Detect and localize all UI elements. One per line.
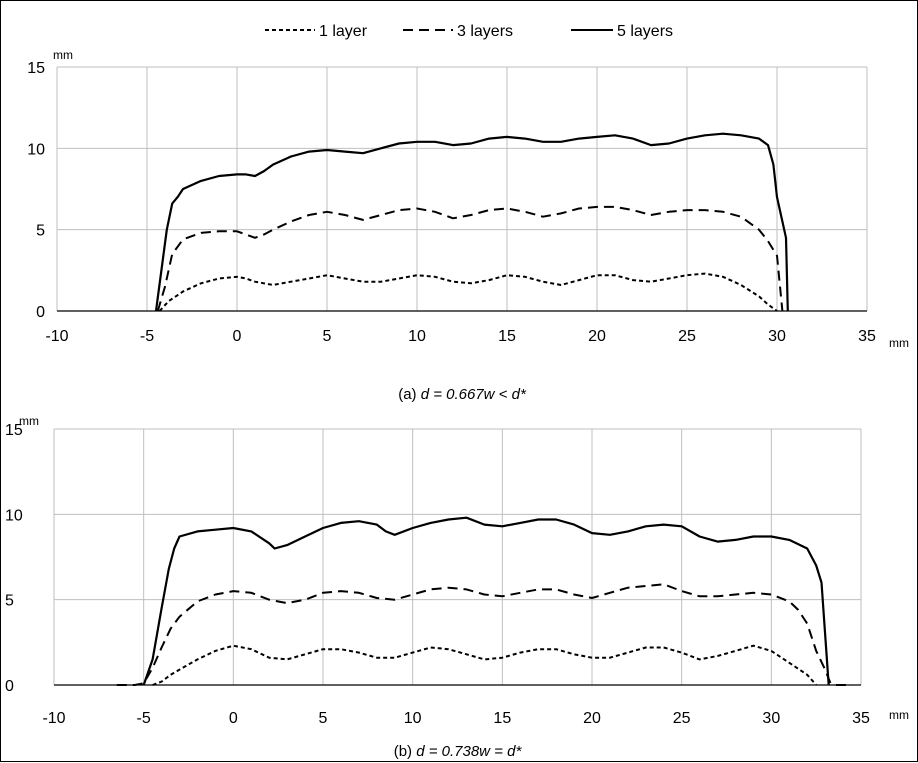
x-unit-label: mm xyxy=(889,708,909,722)
chart-caption: (a) d = 0.667w < d* xyxy=(398,386,527,403)
caption-prefix: (b) xyxy=(394,743,417,760)
y-tick-label: 10 xyxy=(5,507,23,524)
y-tick-label: 0 xyxy=(36,304,45,321)
legend-label: 5 layers xyxy=(617,23,673,40)
y-tick-label: 10 xyxy=(27,141,45,158)
y-tick-label: 5 xyxy=(5,593,14,610)
legend-item-2: 3 layers xyxy=(403,23,513,40)
y-tick-label: 15 xyxy=(5,422,23,439)
x-tick-label: 10 xyxy=(408,328,426,345)
x-tick-label: 30 xyxy=(762,710,780,727)
x-tick-label: -10 xyxy=(42,710,65,727)
x-tick-label: -10 xyxy=(45,328,68,345)
x-tick-label: 30 xyxy=(768,328,786,345)
y-tick-label: 15 xyxy=(27,60,45,77)
legend: 1 layer 3 layers 5 layers xyxy=(265,23,673,40)
caption-equation: d = 0.738w = d* xyxy=(416,743,522,760)
x-tick-label: 20 xyxy=(588,328,606,345)
x-unit-label: mm xyxy=(889,336,909,350)
x-tick-label: 5 xyxy=(319,710,328,727)
x-tick-label: 35 xyxy=(852,710,870,727)
x-tick-label: 5 xyxy=(323,328,332,345)
series-line-3-layers xyxy=(156,205,784,312)
x-tick-label: 10 xyxy=(404,710,422,727)
x-tick-label: 15 xyxy=(498,328,516,345)
x-tick-label: 0 xyxy=(233,328,242,345)
x-tick-label: 15 xyxy=(493,710,511,727)
series-line-1-layer xyxy=(152,644,817,686)
legend-item-3: 5 layers xyxy=(571,23,673,40)
y-tick-label: 5 xyxy=(36,223,45,240)
y-unit-label: mm xyxy=(19,414,39,428)
chart-caption: (b) d = 0.738w = d* xyxy=(394,743,523,760)
gridlines xyxy=(56,66,868,311)
series-line-1-layer xyxy=(158,272,778,312)
series-line-5-layers xyxy=(154,132,789,312)
y-tick-label: 0 xyxy=(5,678,14,695)
x-tick-label: 25 xyxy=(678,328,696,345)
series-line-5-layers xyxy=(142,516,830,686)
x-tick-label: 20 xyxy=(583,710,601,727)
chart-a: -10 -5 0 5 10 15 20 25 30 35 0 5 10 15 mm mm (a) d = 0.6… xyxy=(27,48,909,403)
caption-equation: d = 0.667w < d* xyxy=(421,386,527,403)
gridlines xyxy=(53,428,862,685)
x-tick-label: -5 xyxy=(140,328,154,345)
legend-item-1: 1 layer xyxy=(265,23,368,40)
legend-label: 3 layers xyxy=(457,23,513,40)
y-unit-label: mm xyxy=(53,48,73,62)
x-tick-label: 35 xyxy=(858,328,876,345)
x-tick-label: 25 xyxy=(673,710,691,727)
x-tick-label: -5 xyxy=(137,710,151,727)
legend-label: 1 layer xyxy=(319,23,368,40)
x-tick-label: 0 xyxy=(229,710,238,727)
caption-prefix: (a) xyxy=(398,386,421,403)
